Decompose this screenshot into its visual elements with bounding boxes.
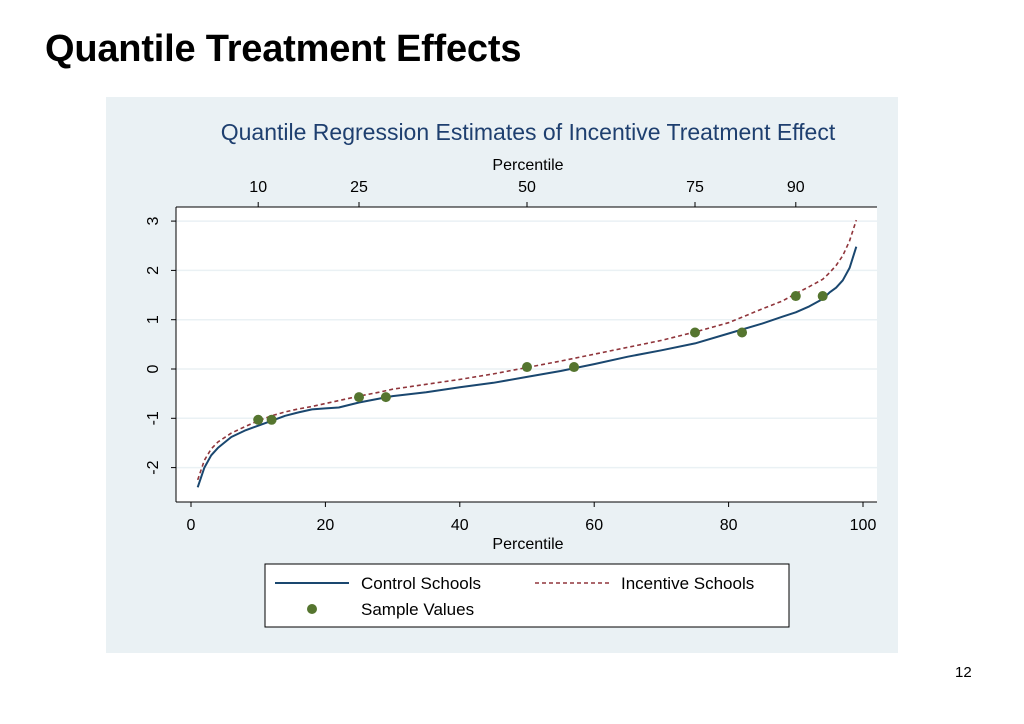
y-tick-label: 3 — [145, 217, 162, 226]
plot-area — [176, 207, 877, 502]
legend-label-sample-values: Sample Values — [361, 600, 474, 619]
sample-value-point — [253, 414, 264, 425]
sample-value-point — [266, 414, 277, 425]
x-tick-label: 0 — [187, 517, 196, 534]
chart-panel: Quantile Regression Estimates of Incenti… — [106, 97, 898, 653]
sample-value-point — [354, 392, 364, 403]
top-tick-label: 90 — [787, 179, 805, 196]
x-axis-title: Percentile — [492, 536, 563, 553]
control-schools-line — [196, 246, 858, 488]
top-tick-label: 25 — [350, 179, 368, 196]
sample-value-point — [690, 327, 700, 338]
y-tick-label: -1 — [145, 411, 162, 425]
top-tick-label: 75 — [686, 179, 704, 196]
top-axis-title: Percentile — [492, 157, 563, 174]
sample-value-point — [790, 291, 801, 302]
slide-title: Quantile Treatment Effects — [45, 28, 522, 70]
y-tick-label: -2 — [145, 460, 162, 474]
top-tick-label: 10 — [249, 179, 267, 196]
page-number: 12 — [955, 664, 972, 681]
sample-value-point — [522, 362, 532, 373]
chart-title: Quantile Regression Estimates of Incenti… — [221, 119, 836, 145]
sample-value-point — [817, 291, 828, 302]
x-tick-label: 40 — [451, 517, 469, 534]
x-tick-label: 100 — [850, 517, 877, 534]
y-tick-label: 1 — [145, 315, 162, 324]
y-tick-label: 2 — [145, 266, 162, 275]
quantile-regression-chart: Quantile Regression Estimates of Incenti… — [145, 119, 877, 628]
legend-box — [264, 563, 790, 628]
legend-marker-sample-values — [307, 604, 317, 614]
top-tick-label: 50 — [518, 179, 536, 196]
legend-label-control-schools: Control Schools — [361, 574, 481, 593]
x-tick-label: 20 — [317, 517, 335, 534]
y-tick-label: 0 — [145, 364, 162, 373]
x-tick-label: 60 — [585, 517, 603, 534]
sample-value-point — [737, 327, 748, 338]
x-tick-label: 80 — [720, 517, 738, 534]
sample-value-point — [380, 392, 391, 403]
legend-label-incentive-schools: Incentive Schools — [621, 574, 754, 593]
sample-value-point — [569, 362, 580, 373]
